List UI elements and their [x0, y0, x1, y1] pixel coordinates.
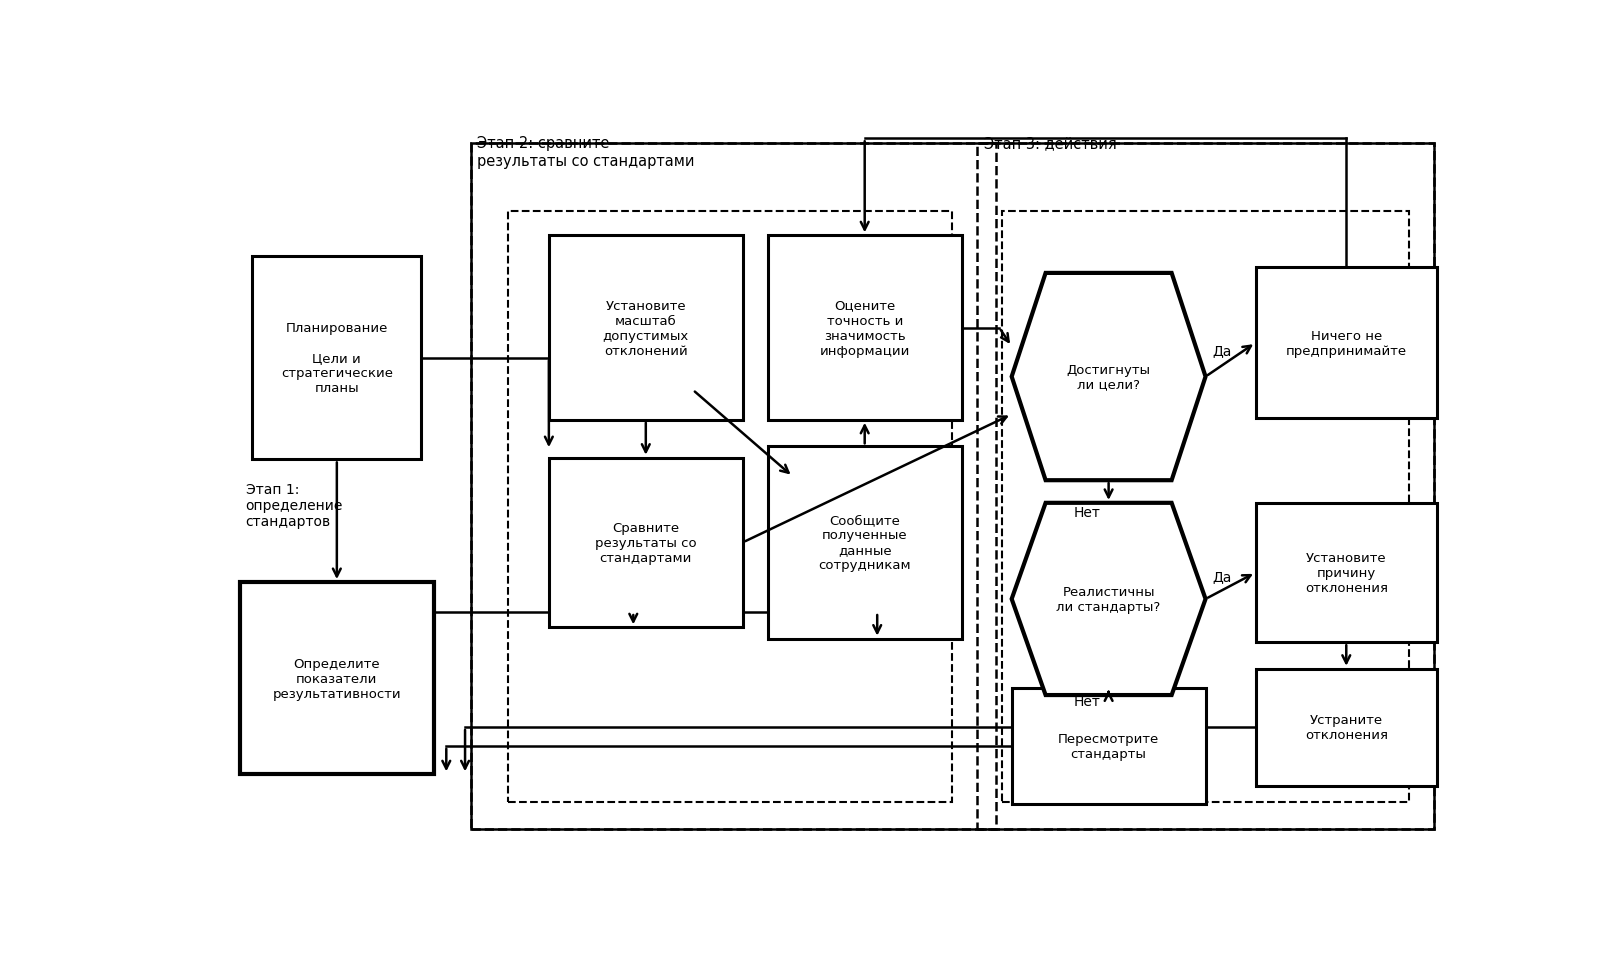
Text: Да: Да [1212, 344, 1231, 358]
Bar [768, 447, 962, 639]
Bar [1256, 504, 1436, 643]
Text: Планирование

Цели и
стратегические
планы: Планирование Цели и стратегические планы [281, 322, 392, 395]
Bar [1012, 688, 1206, 805]
Text: Определите
показатели
результативности: Определите показатели результативности [273, 657, 402, 700]
Text: Сообщите
полученные
данные
сотрудникам: Сообщите полученные данные сотрудникам [818, 513, 910, 572]
Bar [240, 582, 434, 775]
Text: Этап 3: действия: Этап 3: действия [983, 136, 1117, 152]
Bar [978, 144, 1433, 829]
Text: Ничего не
предпринимайте: Ничего не предпринимайте [1286, 330, 1407, 357]
Text: Нет: Нет [1073, 694, 1101, 708]
Text: Сравните
результаты со
стандартами: Сравните результаты со стандартами [596, 521, 697, 564]
Polygon shape [1012, 274, 1206, 481]
Bar [471, 144, 996, 829]
Bar [471, 144, 1433, 829]
Bar [549, 458, 742, 628]
Text: Установите
причину
отклонения: Установите причину отклонения [1304, 552, 1388, 595]
Text: Этап 1:
определение
стандартов: Этап 1: определение стандартов [245, 482, 342, 528]
Bar [1002, 211, 1409, 803]
Text: Оцените
точность и
значимость
информации: Оцените точность и значимость информации [820, 299, 910, 357]
Text: Этап 2: сравните
результаты со стандартами: Этап 2: сравните результаты со стандарта… [478, 136, 694, 168]
Bar [768, 236, 962, 421]
Text: Да: Да [1212, 570, 1231, 584]
Polygon shape [1012, 504, 1206, 695]
Text: Достигнуты
ли цели?: Достигнуты ли цели? [1067, 363, 1151, 391]
Text: Устраните
отклонения: Устраните отклонения [1304, 713, 1388, 741]
Text: Пересмотрите
стандарты: Пересмотрите стандарты [1059, 733, 1159, 760]
Text: Нет: Нет [1073, 506, 1101, 519]
Text: Установите
масштаб
допустимых
отклонений: Установите масштаб допустимых отклонений [602, 299, 689, 357]
Bar [1256, 268, 1436, 419]
Bar [549, 236, 742, 421]
Bar [508, 211, 952, 803]
Text: Реалистичны
ли стандарты?: Реалистичны ли стандарты? [1057, 585, 1160, 613]
Bar [252, 256, 421, 460]
Bar [1256, 669, 1436, 785]
